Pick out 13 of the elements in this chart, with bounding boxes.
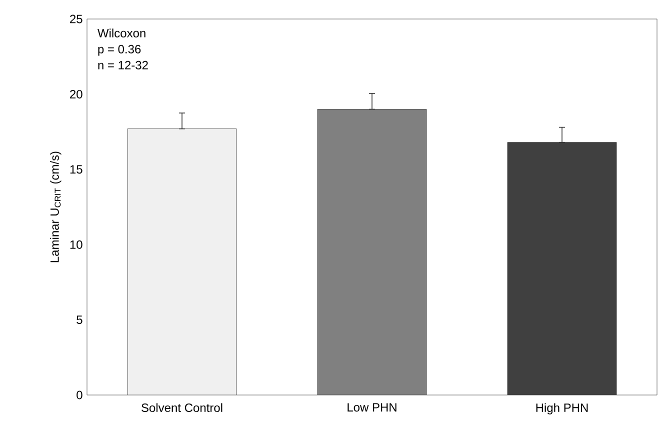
y-tick-label: 25 bbox=[70, 14, 82, 24]
x-tick-label: Low PHN bbox=[348, 403, 396, 412]
y-axis-title: Laminar U$_{CRIT}$ (cm/s) bbox=[50, 152, 62, 262]
x-tick-label: High PHN bbox=[536, 403, 588, 414]
y-tick-label: 0 bbox=[76, 390, 82, 400]
annotation: p = 0.36 bbox=[98, 44, 141, 56]
y-tick-label: 5 bbox=[76, 316, 82, 324]
y-tick-label: 15 bbox=[70, 165, 82, 174]
annotation: n = 12-32 bbox=[98, 60, 148, 70]
y-tick-label: 20 bbox=[70, 90, 82, 98]
annotation: Wilcoxon bbox=[98, 28, 146, 38]
x-tick-label: Solvent Control bbox=[142, 403, 222, 412]
y-tick-label: 10 bbox=[70, 240, 82, 249]
